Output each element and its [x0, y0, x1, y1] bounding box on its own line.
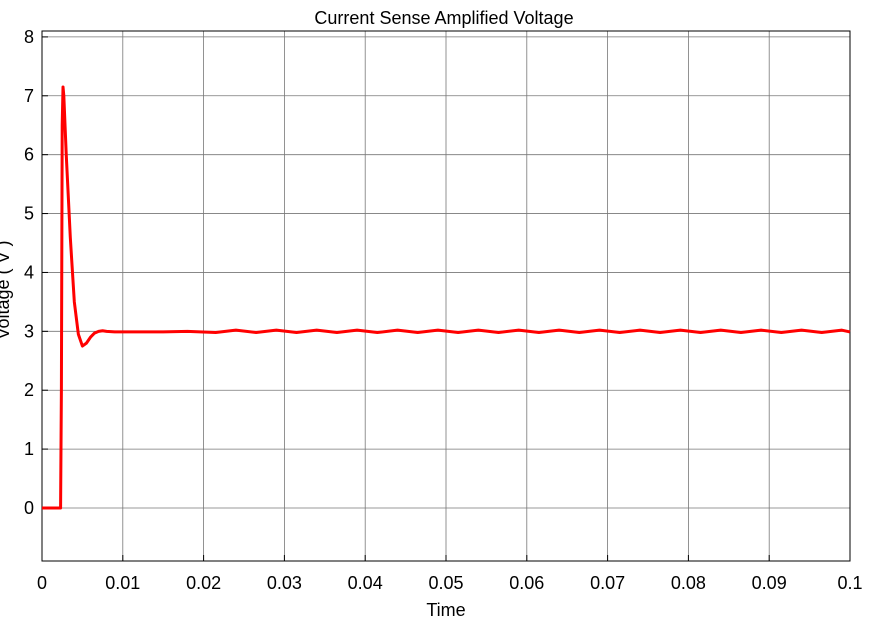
x-tick-label: 0.01: [105, 573, 140, 593]
x-tick-label: 0.04: [348, 573, 383, 593]
x-tick-label: 0: [37, 573, 47, 593]
x-tick-label: 0.03: [267, 573, 302, 593]
y-tick-label: 1: [24, 439, 34, 459]
x-axis: 0 0.01 0.02 0.03 0.04 0.05 0.06 0.07 0.08 0.09 0.1: [37, 555, 863, 593]
y-axis-label: Voltage ( V ): [0, 240, 13, 339]
y-axis: 0 1 2 3 4 5 6 7 8: [24, 27, 48, 518]
y-tick-label: 2: [24, 380, 34, 400]
x-tick-label: 0.07: [590, 573, 625, 593]
x-tick-label: 0.1: [837, 573, 862, 593]
y-tick-label: 7: [24, 86, 34, 106]
x-tick-label: 0.08: [671, 573, 706, 593]
y-tick-label: 3: [24, 321, 34, 341]
x-tick-label: 0.05: [428, 573, 463, 593]
y-tick-label: 8: [24, 27, 34, 47]
series-line-voltage: [42, 85, 851, 510]
x-tick-label: 0.02: [186, 573, 221, 593]
y-tick-label: 5: [24, 204, 34, 224]
chart-title: Current Sense Amplified Voltage: [314, 8, 573, 28]
y-tick-label: 0: [24, 498, 34, 518]
grid: [41, 31, 851, 561]
x-tick-label: 0.06: [509, 573, 544, 593]
x-tick-label: 0.09: [752, 573, 787, 593]
y-tick-label: 6: [24, 145, 34, 165]
x-axis-label: Time: [426, 600, 465, 619]
y-tick-label: 4: [24, 262, 34, 282]
